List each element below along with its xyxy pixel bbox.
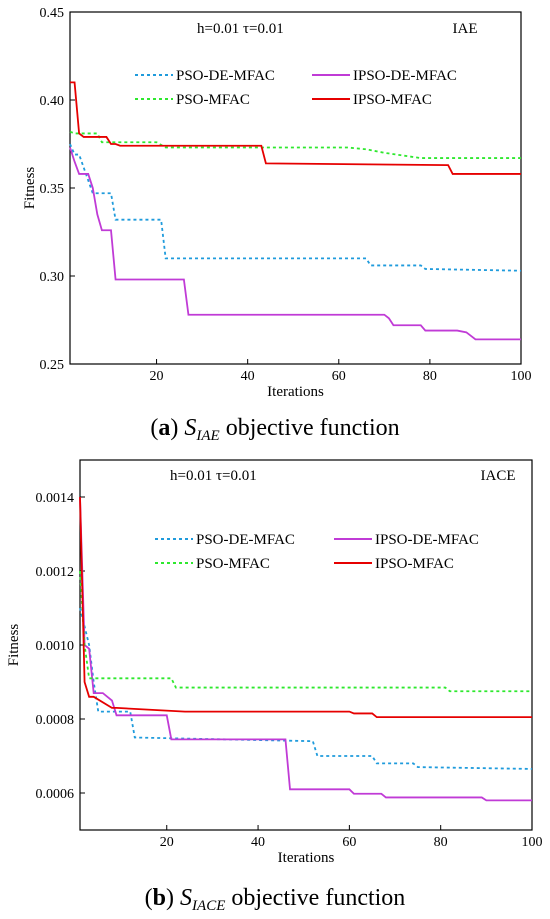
figure-caption: (a) SIAE objective function [150,415,399,444]
y-tick-label: 0.25 [40,358,65,373]
caption-paren: ) [170,415,184,441]
series-lines [69,81,522,341]
caption-paren: ( [145,885,153,911]
plot-frame [79,459,533,831]
x-tick-label: 80 [423,369,437,384]
x-axis-title: Iterations [278,850,335,866]
series-line-ipso-de-mfac [79,496,532,802]
plot-frame [69,11,522,365]
series-lines [79,496,533,802]
x-tick-label: 20 [160,835,174,850]
series-line-pso-mfac [79,570,532,693]
caption-suffix: objective function [225,885,405,911]
x-tick-label: 60 [332,369,346,384]
series-line-ipso-de-mfac [69,147,521,341]
legend-label: PSO-DE-MFAC [196,532,295,548]
y-tick-label: 0.0006 [36,787,75,802]
legend-label: IPSO-DE-MFAC [375,532,479,548]
caption-symbol: S [180,885,192,911]
series-line-ipso-mfac [79,496,532,719]
metric-annotation: IAE [453,21,478,37]
y-tick-label: 0.40 [40,94,65,109]
x-tick-label: 20 [150,369,164,384]
y-tick-label: 0.35 [40,182,65,197]
x-tick-label: 80 [434,835,448,850]
x-tick-label: 100 [511,369,532,384]
y-axis-title: Fitness [22,167,38,210]
caption-subscript: IAE [195,428,219,444]
legend-label: PSO-MFAC [196,556,270,572]
legend-label: PSO-MFAC [176,92,250,108]
y-tick-label: 0.45 [40,6,65,21]
params-annotation: h=0.01 τ=0.01 [197,21,284,37]
params-annotation: h=0.01 τ=0.01 [170,468,257,484]
caption-paren: ( [150,415,158,441]
legend: PSO-DE-MFAC IPSO-DE-MFAC PSO-MFAC IPSO-MFAC [135,68,457,108]
series-line-ipso-mfac [70,81,521,175]
caption-subscript: IACE [191,898,225,914]
y-axis-title: Fitness [6,624,22,667]
legend-label: IPSO-MFAC [353,92,432,108]
legend-label: IPSO-DE-MFAC [353,68,457,84]
y-tick-label: 0.0008 [36,713,75,728]
figure-caption: (b) SIACE objective function [145,885,406,914]
x-tick-label: 40 [251,835,265,850]
y-tick-label: 0.0012 [36,565,75,580]
legend-label: PSO-DE-MFAC [176,68,275,84]
metric-annotation: IACE [481,468,516,484]
x-axis-title: Iterations [267,384,324,400]
caption-suffix: objective function [220,415,400,441]
caption-paren: ) [166,885,180,911]
caption-letter: b [153,885,166,911]
y-tick-label: 0.0010 [36,639,75,654]
x-tick-label: 40 [241,369,255,384]
legend: PSO-DE-MFAC IPSO-DE-MFAC PSO-MFAC IPSO-MFAC [155,532,479,572]
y-tick-label: 0.30 [40,270,65,285]
y-tick-label: 0.0014 [36,491,75,506]
caption-letter: a [158,415,170,441]
chart-panel-b: 20 40 60 80 100 0.0006 0.0008 0.0010 0.0012 0.001… [6,459,543,914]
caption-symbol: S [184,415,196,441]
x-tick-label: 60 [342,835,356,850]
series-line-pso-de-mfac [79,607,533,770]
x-tick-label: 100 [522,835,543,850]
chart-panel-a: 20 40 60 80 100 0.25 0.30 0.35 0.40 0.45 Iteration… [22,6,532,444]
legend-label: IPSO-MFAC [375,556,454,572]
